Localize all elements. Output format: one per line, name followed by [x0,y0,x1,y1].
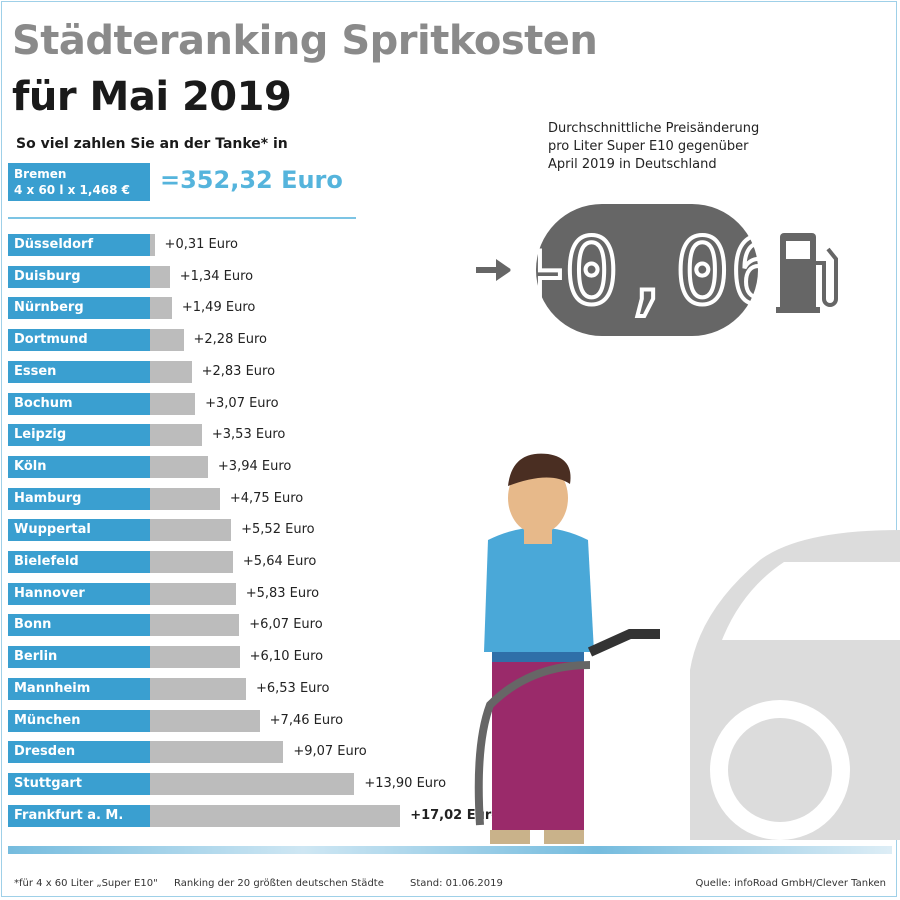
category-label: München [8,709,150,732]
footnote: *für 4 x 60 Liter „Super E10" [14,878,158,889]
category-label: Hannover [8,582,150,605]
category-label: Nürnberg [8,297,150,320]
caption-line: pro Liter Super E10 gegenüber [548,139,749,154]
data-label: +13,90 Euro [364,775,447,791]
bar [150,487,220,510]
data-label: +2,83 Euro [201,363,276,379]
ranking-note: Ranking der 20 größten deutschen Städte [174,878,384,889]
title-line-2: für Mai 2019 [12,74,292,120]
divider [8,217,356,219]
reference-calc: 4 x 60 l x 1,468 € [14,183,131,197]
car-illustration [690,530,900,840]
category-label: Wuppertal [8,519,150,542]
category-label: Duisburg [8,265,150,288]
arrow-right-icon [476,259,512,281]
bar [150,424,202,447]
category-label: Leipzig [8,424,150,447]
bar [150,677,246,700]
decorative-strip [8,846,892,854]
bar [150,804,401,827]
category-label: Frankfurt a. M. [8,804,150,827]
bar [150,551,233,573]
bar [150,329,184,352]
price-change-value: +0,06 [509,218,786,325]
bar [150,614,240,637]
subtitle: So viel zahlen Sie an der Tanke* in [16,136,288,152]
bar [150,265,170,288]
data-label: +4,75 Euro [229,490,304,506]
bar [150,392,196,415]
category-label: Bonn [8,614,150,637]
category-label: Hamburg [8,487,150,510]
data-label: +1,34 Euro [179,268,254,284]
bar [150,234,155,256]
data-label: +3,07 Euro [205,395,279,411]
data-label: +0,31 Euro [164,237,238,252]
data-label: +6,07 Euro [249,617,323,633]
caption-line: Durchschnittliche Preisänderung [548,121,760,136]
data-label: +5,64 Euro [242,554,317,569]
bar [150,772,355,795]
date-note: Stand: 01.06.2019 [410,878,503,889]
source-note: Quelle: infoRoad GmbH/Clever Tanken [695,878,887,889]
category-label: Dresden [8,741,150,764]
title: Städteranking Spritkosten [12,18,598,64]
bar [150,709,260,732]
data-label: +7,46 Euro [269,712,344,728]
bar [150,455,208,478]
data-label: +5,83 Euro [245,585,320,601]
category-label: Berlin [8,646,150,669]
bar [150,360,192,383]
category-label: Dortmund [8,329,150,352]
category-label: Mannheim [8,677,150,700]
bar [150,297,172,320]
person-illustration [474,453,660,844]
category-label: Köln [8,455,150,478]
data-label: +1,49 Euro [181,300,256,316]
price-change-caption: Durchschnittliche Preisänderung pro Lite… [548,120,759,174]
bar [150,646,240,669]
category-label: Stuttgart [8,772,150,795]
category-label: Essen [8,360,150,383]
reference-city: Bremen [14,167,67,181]
data-label: +5,52 Euro [241,522,315,538]
fuel-pump-icon [776,233,838,313]
data-label: +6,53 Euro [255,680,330,696]
price-change-display: +0,06 [476,204,838,336]
data-label: +3,53 Euro [211,427,286,443]
category-label: Düsseldorf [8,234,150,256]
data-label: +6,10 Euro [249,649,324,665]
category-label: Bochum [8,392,150,415]
bar [150,741,284,764]
reference-city-box: Bremen 4 x 60 l x 1,468 € [8,163,150,201]
bar [150,519,232,542]
bar [150,582,236,605]
data-label: +9,07 Euro [293,744,367,760]
reference-total: =352,32 Euro [160,166,343,194]
illustration-person-refuelling-car [474,453,900,844]
data-label: +2,28 Euro [193,332,267,348]
data-label: +3,94 Euro [217,458,292,474]
caption-line: April 2019 in Deutschland [548,157,717,172]
category-label: Bielefeld [8,551,150,573]
